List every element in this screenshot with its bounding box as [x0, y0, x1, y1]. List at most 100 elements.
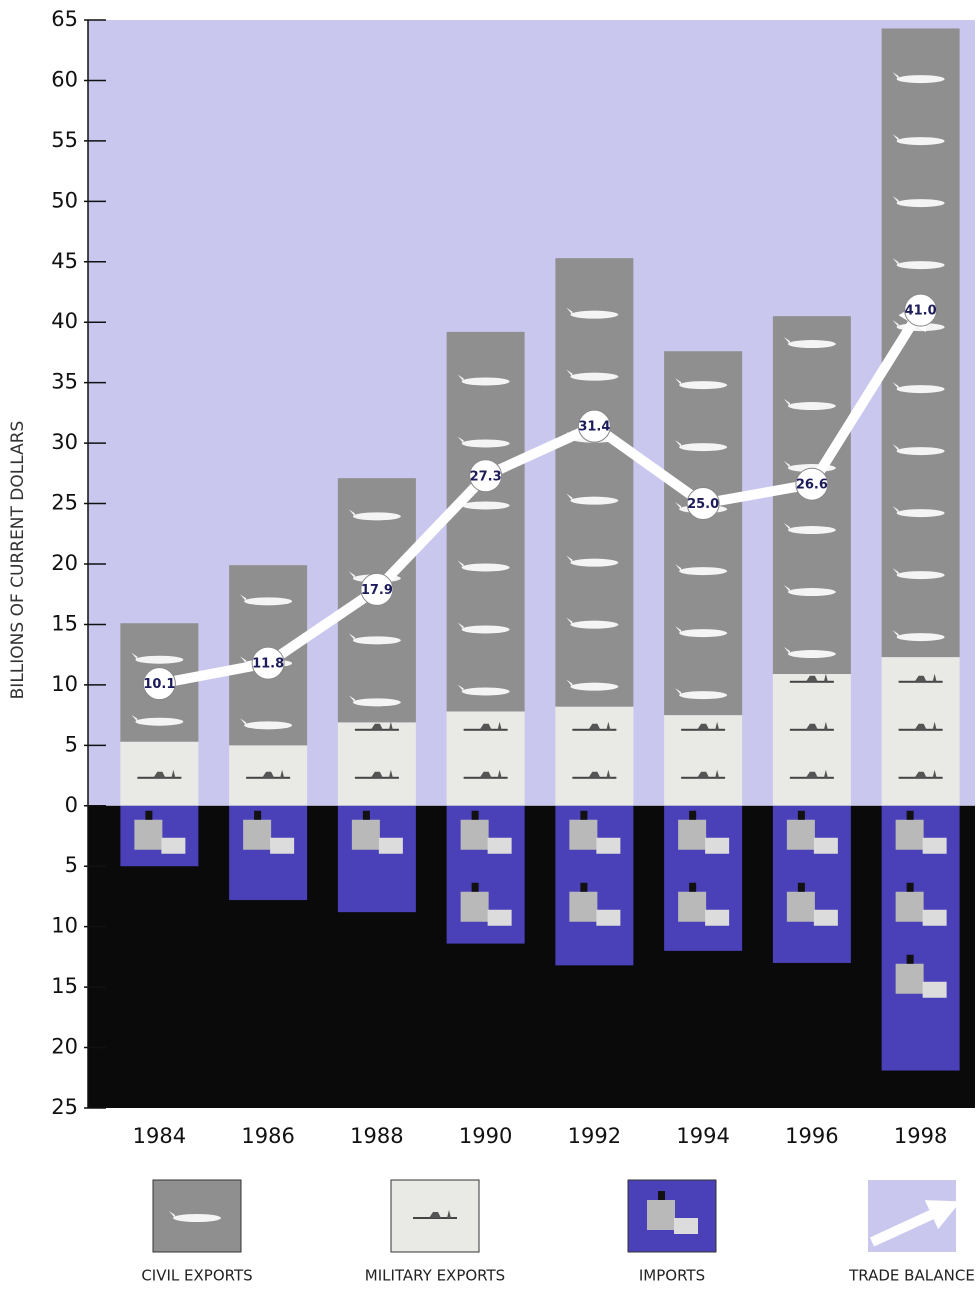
y-tick-label: 60	[51, 67, 78, 91]
jet-wing	[479, 769, 502, 778]
plane-tail	[457, 436, 464, 444]
bar-icons	[354, 721, 399, 779]
bar-segment	[664, 351, 743, 716]
plane-tail	[675, 502, 682, 510]
data-label: 17.9	[361, 583, 393, 598]
dock-crates	[705, 837, 730, 854]
dock-crates	[813, 909, 838, 926]
ship-funnel	[362, 810, 370, 820]
bar-segment	[772, 674, 851, 806]
dock-crates	[813, 837, 838, 854]
ship-hull	[895, 819, 924, 850]
bar-icons	[892, 72, 945, 642]
ship-hull	[460, 819, 489, 850]
plane-tail	[348, 633, 355, 641]
plane-icon	[244, 597, 293, 606]
jet-wing	[262, 769, 285, 778]
x-tick-label: 1998	[894, 1124, 947, 1148]
plane-tail	[783, 523, 790, 531]
plane-tail	[892, 444, 899, 452]
balance-point	[142, 667, 176, 701]
plane-icon	[244, 721, 293, 730]
plane-tail	[892, 196, 899, 204]
plane-tail	[131, 714, 138, 722]
plane-icon	[461, 377, 510, 386]
dock-crates	[922, 837, 947, 854]
plane-tail	[566, 679, 573, 687]
jet-wing	[370, 721, 393, 730]
jet-wing	[370, 769, 393, 778]
plane-tail	[566, 493, 573, 501]
balance-point	[795, 467, 829, 501]
jet-wing	[153, 769, 176, 778]
legend-label: CIVIL EXPORTS	[141, 1267, 252, 1285]
plane-icon	[896, 633, 945, 642]
plane-tail	[783, 461, 790, 469]
ship-hull	[134, 819, 163, 850]
ship-funnel	[254, 810, 262, 820]
plane-tail	[783, 337, 790, 345]
bar-icons	[131, 652, 184, 726]
y-tick-label: 25	[51, 1095, 78, 1119]
plane-tail	[892, 568, 899, 576]
plane-icon	[896, 447, 945, 456]
bar-icons	[246, 769, 291, 779]
dock-crates	[487, 837, 512, 854]
jet-wing	[805, 721, 828, 730]
plane-icon	[787, 340, 836, 349]
plane-tail	[457, 622, 464, 630]
legend-item: MILITARY EXPORTS	[365, 1179, 505, 1285]
x-tick-label: 1992	[568, 1124, 621, 1148]
data-label: 10.1	[143, 677, 175, 692]
dock-crates	[922, 981, 947, 998]
bar-segment	[555, 258, 634, 707]
bar-icons	[463, 721, 508, 779]
dock-crates	[705, 909, 730, 926]
y-tick-label: 20	[51, 551, 78, 575]
ship-funnel	[906, 882, 914, 892]
plane-icon	[679, 567, 728, 576]
ship-funnel	[658, 1191, 665, 1200]
ship-funnel	[471, 810, 479, 820]
plane-tail	[240, 656, 247, 664]
plane-icon	[173, 1214, 221, 1222]
y-tick-label: 10	[51, 914, 78, 938]
y-tick-label: 15	[51, 611, 78, 635]
y-tick-label: 0	[65, 793, 78, 817]
data-label: 25.0	[687, 497, 719, 512]
plane-tail	[892, 506, 899, 514]
bar-segment	[555, 706, 634, 806]
ship-funnel	[797, 882, 805, 892]
jet-wing	[914, 721, 937, 730]
x-tick-label: 1996	[785, 1124, 838, 1148]
dock-crates	[161, 837, 186, 854]
plane-icon	[352, 512, 401, 521]
bar-icons	[786, 810, 838, 926]
legend-label: MILITARY EXPORTS	[365, 1267, 505, 1285]
ship-hull	[647, 1200, 675, 1230]
plane-tail	[457, 560, 464, 568]
y-tick-label: 35	[51, 370, 78, 394]
plane-tail	[566, 369, 573, 377]
data-label: 41.0	[905, 304, 937, 319]
plane-tail	[675, 626, 682, 634]
y-tick-label: 30	[51, 430, 78, 454]
trade-balance-line	[158, 296, 930, 689]
bar-icons	[460, 810, 512, 926]
jet-wing	[914, 769, 937, 778]
plane-icon	[787, 650, 836, 659]
legend-item: IMPORTS	[627, 1179, 717, 1285]
plane-tail	[240, 594, 247, 602]
plane-icon	[570, 682, 619, 691]
plane-tail	[169, 1211, 175, 1218]
bar-segment	[446, 331, 525, 712]
plane-icon	[787, 588, 836, 597]
plane-icon	[896, 75, 945, 84]
ship-hull	[569, 891, 598, 922]
plane-icon	[461, 439, 510, 448]
ship-funnel	[906, 954, 914, 964]
x-tick-label: 1984	[133, 1124, 186, 1148]
x-tick-label: 1986	[241, 1124, 294, 1148]
ship-funnel	[689, 882, 697, 892]
y-tick-label: 40	[51, 309, 78, 333]
